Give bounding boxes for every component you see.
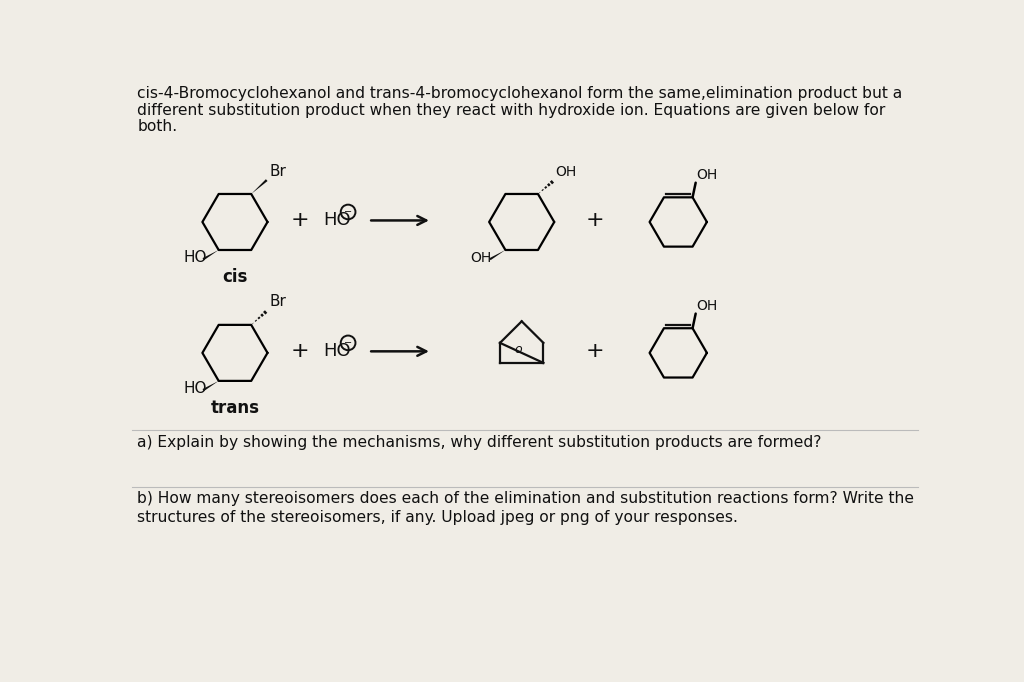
Text: a) Explain by showing the mechanisms, why different substitution products are fo: a) Explain by showing the mechanisms, wh… <box>137 434 822 449</box>
Text: structures of the stereoisomers, if any. Upload jpeg or png of your responses.: structures of the stereoisomers, if any.… <box>137 510 738 525</box>
Text: HO: HO <box>324 342 351 360</box>
Text: OH: OH <box>696 299 718 313</box>
Text: −: − <box>344 207 352 217</box>
Text: HO: HO <box>324 211 351 229</box>
Text: both.: both. <box>137 119 177 134</box>
Text: b) How many stereoisomers does each of the elimination and substitution reaction: b) How many stereoisomers does each of t… <box>137 492 914 507</box>
Text: OH: OH <box>470 251 492 265</box>
Polygon shape <box>251 179 267 194</box>
Text: OH: OH <box>555 165 577 179</box>
Text: cis-4-Bromocyclohexanol and trans-4-bromocyclohexanol form the same,elimination : cis-4-Bromocyclohexanol and trans-4-brom… <box>137 87 902 102</box>
Text: +: + <box>291 341 309 361</box>
Text: Br: Br <box>269 164 286 179</box>
Text: trans: trans <box>211 399 259 417</box>
Text: +: + <box>586 211 604 231</box>
Text: +: + <box>586 341 604 361</box>
Text: OH: OH <box>696 168 718 182</box>
Text: o: o <box>515 343 522 356</box>
Polygon shape <box>489 250 506 261</box>
Text: HO: HO <box>183 250 207 265</box>
Text: Br: Br <box>269 295 286 310</box>
Polygon shape <box>203 250 219 261</box>
Text: cis: cis <box>222 268 248 286</box>
Text: different substitution product when they react with hydroxide ion. Equations are: different substitution product when they… <box>137 102 886 117</box>
Text: +: + <box>291 211 309 231</box>
Text: HO: HO <box>183 381 207 396</box>
Text: −: − <box>344 338 352 348</box>
Polygon shape <box>203 381 219 391</box>
